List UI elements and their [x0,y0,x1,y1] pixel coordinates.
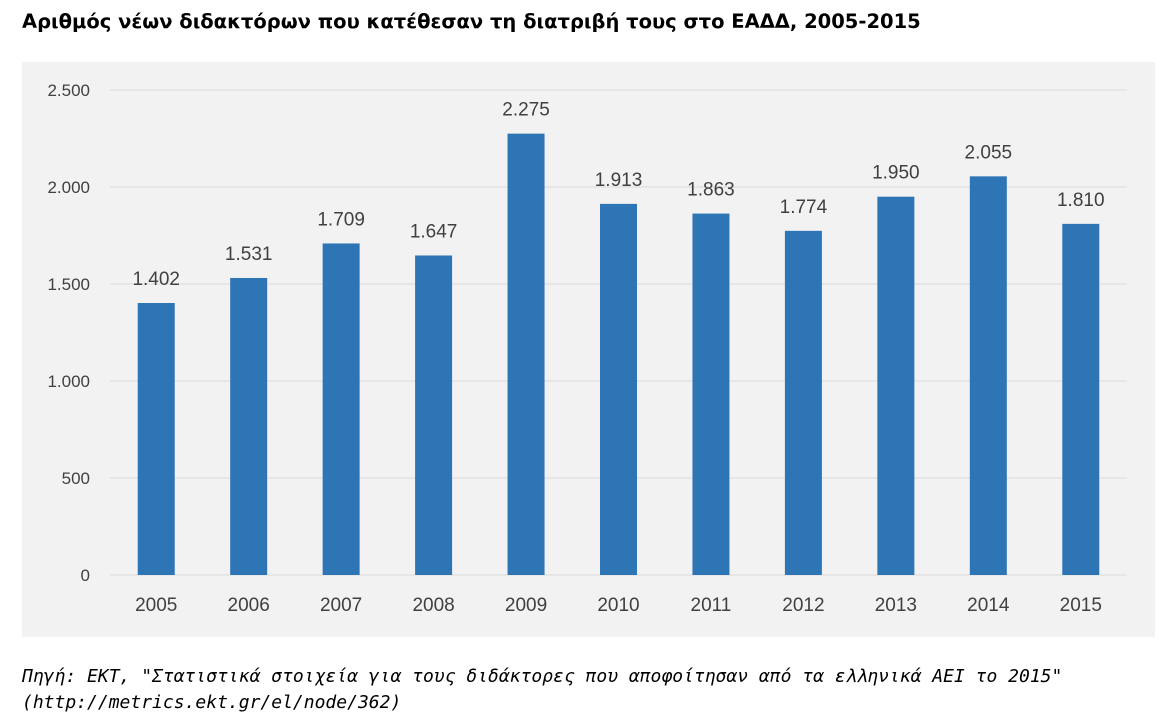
bar-2010 [600,203,637,576]
x-tick-label-2009: 2009 [505,595,547,616]
data-label-2009: 2.275 [502,100,550,121]
data-label-2013: 1.950 [872,163,920,184]
bar-2013 [877,196,915,575]
source-line-1: Πηγή: ΕΚΤ, "Στατιστικά στοιχεία για τους… [22,666,1063,687]
bar-2008 [415,255,453,575]
x-tick-label-2006: 2006 [228,595,270,616]
bar-2006 [230,277,268,575]
x-tick-label-2008: 2008 [412,595,454,616]
bar-chart: 0 500 1.000 1.500 2.000 2.500 1.402 2005 1.531 20… [47,81,1127,616]
bar-2015 [1062,223,1100,576]
x-tick-label-2011: 2011 [691,595,732,616]
y-tick-label: 2.000 [47,178,90,197]
bar-2011 [692,213,730,575]
data-label-2011: 1.863 [687,180,735,201]
x-tick-label-2010: 2010 [597,595,639,616]
source-note: Πηγή: ΕΚΤ, "Στατιστικά στοιχεία για τους… [22,664,1062,716]
y-tick-label: 500 [62,469,90,488]
y-tick-label: 2.500 [47,81,90,100]
x-tick-label-2012: 2012 [782,595,824,616]
x-tick-label-2005: 2005 [135,595,177,616]
y-tick-label: 0 [81,566,90,585]
data-label-2007: 1.709 [317,209,365,230]
chart-title: Αριθμός νέων διδακτόρων που κατέθεσαν τη… [22,10,921,33]
x-tick-label-2007: 2007 [320,595,362,616]
data-label-2005: 1.402 [132,269,180,290]
data-label-2014: 2.055 [965,142,1013,163]
data-label-2008: 1.647 [410,221,458,242]
source-line-2: (http://metrics.ekt.gr/el/node/362) [22,692,402,713]
x-tick-label-2014: 2014 [967,595,1010,616]
chart-panel: 0 500 1.000 1.500 2.000 2.500 1.402 2005 1.531 20… [22,62,1155,637]
y-tick-label: 1.000 [47,372,90,391]
y-tick-label: 1.500 [47,275,90,294]
bar-2009 [507,133,545,575]
bar-2012 [784,230,822,575]
data-label-2012: 1.774 [780,197,828,218]
bar-2007 [322,243,360,576]
data-label-2010: 1.913 [595,170,643,191]
x-tick-label-2013: 2013 [875,595,917,616]
data-label-2015: 1.810 [1057,190,1105,211]
bar-2014 [969,176,1007,575]
data-label-2006: 1.531 [225,244,273,265]
bar-2005 [137,303,175,575]
x-tick-label-2015: 2015 [1060,595,1102,616]
